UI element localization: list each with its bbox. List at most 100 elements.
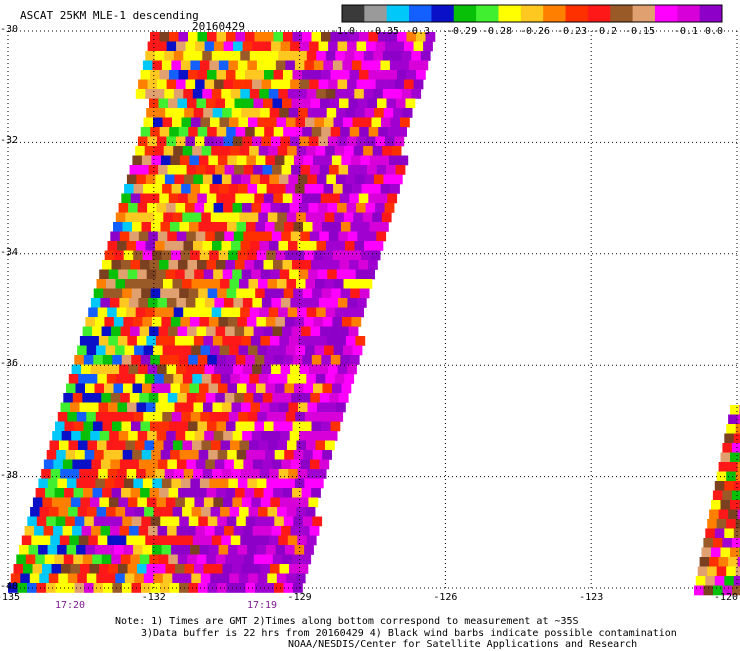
swath-cell: [181, 251, 191, 261]
swath-cell: [377, 165, 387, 175]
swath-cell: [204, 203, 214, 213]
swath-cell: [312, 355, 322, 365]
swath-cell: [86, 479, 96, 489]
swath-cell: [209, 317, 219, 327]
swath-cell: [258, 346, 268, 356]
swath-cell: [61, 403, 71, 413]
swath-cell: [371, 184, 381, 194]
swath-cell: [295, 184, 305, 194]
swath-cell: [225, 165, 235, 175]
swath-cell: [118, 336, 128, 346]
swath-cell: [58, 412, 68, 422]
swath-cell: [329, 165, 339, 175]
swath-cell: [711, 500, 721, 510]
swath-cell: [319, 460, 329, 470]
swath-cell: [255, 355, 265, 365]
swath-cell: [124, 184, 134, 194]
swath-cell: [111, 327, 121, 337]
swath-cell: [707, 519, 717, 529]
swath-cell: [169, 488, 179, 498]
swath-cell: [290, 203, 300, 213]
swath-cell: [213, 270, 223, 280]
swath-cell: [167, 365, 177, 375]
swath-cell: [339, 327, 349, 337]
swath-cell: [149, 393, 159, 403]
swath-cell: [179, 422, 189, 432]
swath-cell: [276, 61, 286, 71]
swath-cell: [198, 355, 208, 365]
swath-cell: [260, 175, 270, 185]
swath-cell: [33, 564, 43, 574]
swath-cell: [380, 61, 390, 71]
swath-cell: [307, 175, 317, 185]
swath-cell: [150, 488, 160, 498]
swath-cell: [150, 127, 160, 137]
swath-cell: [169, 260, 179, 270]
swath-cell: [250, 175, 260, 185]
swath-cell: [719, 557, 729, 567]
swath-cell: [141, 422, 151, 432]
swath-cell: [163, 213, 173, 223]
swath-cell: [128, 270, 138, 280]
swath-cell: [196, 393, 206, 403]
colorbar-label: -0.35: [369, 26, 399, 37]
swath-cell: [323, 61, 333, 71]
swath-cell: [163, 118, 173, 128]
swath-cell: [224, 526, 234, 536]
swath-cell: [267, 184, 277, 194]
swath-cell: [224, 365, 234, 375]
swath-cell: [334, 213, 344, 223]
swath-cell: [221, 374, 231, 384]
swath-cell: [183, 374, 193, 384]
swath-cell: [267, 118, 277, 128]
swath-cell: [299, 498, 309, 508]
swath-cell: [208, 222, 218, 232]
swath-cell: [273, 555, 283, 565]
swath-cell: [57, 479, 67, 489]
swath-cell: [243, 365, 253, 375]
swath-cell: [69, 441, 79, 451]
swath-cell: [127, 403, 137, 413]
swath-cell: [139, 165, 149, 175]
swath-cell: [148, 365, 158, 375]
swath-cell: [280, 203, 290, 213]
swath-cell: [321, 422, 331, 432]
swath-cell: [340, 127, 350, 137]
swath-cell: [121, 488, 131, 498]
swath-cell: [331, 355, 341, 365]
swath-right: [694, 405, 740, 595]
swath-cell: [163, 507, 173, 517]
swath-cell: [280, 431, 290, 441]
swath-cell: [252, 365, 262, 375]
swath-cell: [253, 460, 263, 470]
swath-cell: [249, 146, 259, 156]
swath-cell: [200, 479, 210, 489]
colorbar-label: -0.1: [674, 26, 698, 37]
swath-cell: [313, 450, 323, 460]
swath-cell: [169, 127, 179, 137]
swath-cell: [344, 213, 354, 223]
swath-cell: [160, 422, 170, 432]
swath-cell: [325, 374, 335, 384]
swath-cell: [246, 156, 256, 166]
swath-cell: [241, 175, 251, 185]
swath-cell: [211, 279, 221, 289]
swath-cell: [315, 346, 325, 356]
swath-cell: [342, 61, 352, 71]
swath-cell: [166, 564, 176, 574]
swath-cell: [127, 336, 137, 346]
swath-cell: [180, 317, 190, 327]
swath-cell: [135, 213, 145, 223]
swath-cell: [323, 317, 333, 327]
swath-cell: [192, 374, 202, 384]
swath-cell: [53, 526, 63, 536]
colorbar-swatch: [454, 5, 477, 22]
swath-cell: [46, 583, 56, 593]
swath-cell: [292, 555, 302, 565]
colorbar-swatch: [387, 5, 410, 22]
swath-cell: [91, 298, 101, 308]
swath-cell: [326, 51, 336, 61]
swath-cell: [276, 251, 286, 261]
swath-cell: [249, 279, 259, 289]
swath-cell: [240, 51, 250, 61]
